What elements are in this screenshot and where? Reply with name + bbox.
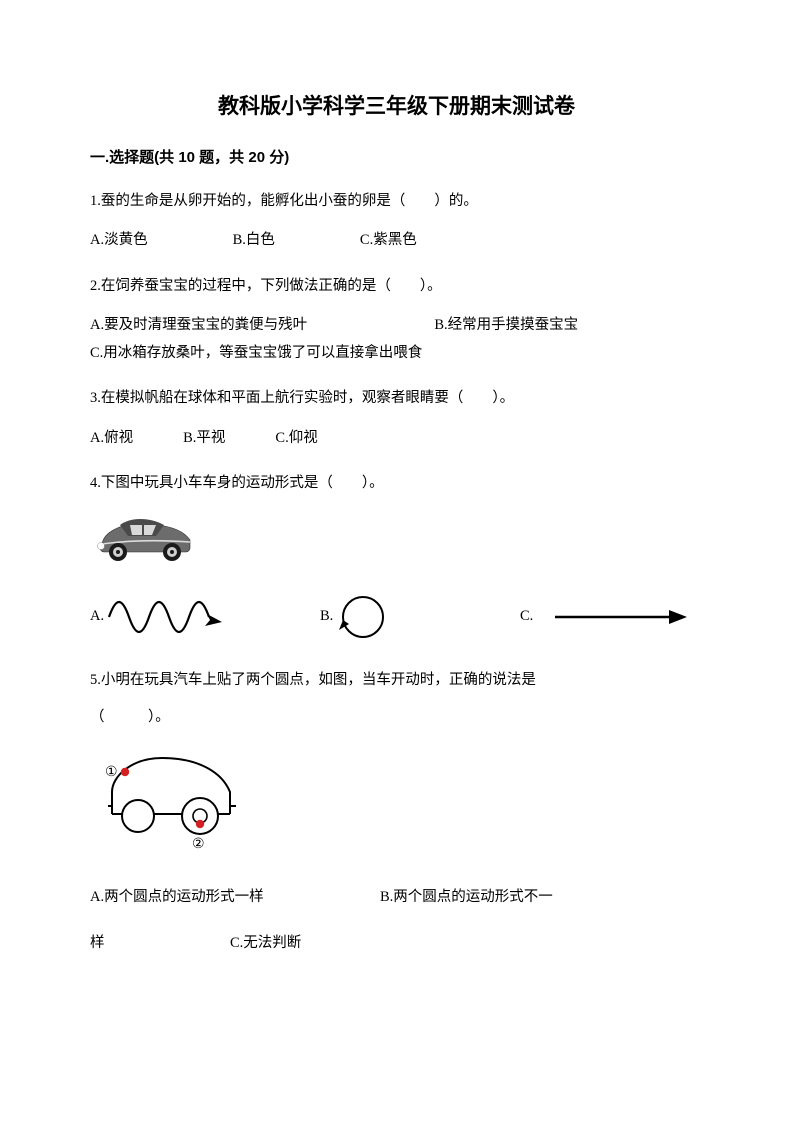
circle-motion-icon [333,590,393,645]
q1-opt-a: A.淡黄色 [90,227,148,255]
q5-opt-b-part2: 样 [90,930,230,958]
car-icon [90,510,200,565]
q1-options: A.淡黄色 B.白色 C.紫黑色 [90,227,703,255]
q4-options: A. B. C. [90,590,703,645]
straight-motion-icon [551,602,691,632]
q3-text: 3.在模拟帆船在球体和平面上航行实验时，观察者眼睛要（ ）。 [90,385,703,413]
section-header: 一.选择题(共 10 题，共 20 分) [90,146,703,170]
q4-opt-a: A. [90,592,320,642]
q4-opt-c-label: C. [520,603,533,631]
q1-opt-b: B.白色 [233,227,275,255]
question-3: 3.在模拟帆船在球体和平面上航行实验时，观察者眼睛要（ ）。 A.俯视 B.平视… [90,385,703,452]
q4-opt-c: C. [520,602,691,632]
spacer [133,425,183,453]
q4-opt-b: B. [320,590,520,645]
svg-text:②: ② [192,837,205,852]
q4-opt-b-label: B. [320,603,333,631]
question-1: 1.蚕的生命是从卵开始的，能孵化出小蚕的卵是（ ）的。 A.淡黄色 B.白色 C… [90,188,703,255]
q1-opt-c: C.紫黑色 [360,227,417,255]
q5-opt-a: A.两个圆点的运动形式一样 [90,884,380,912]
toy-car-dots-figure: ① ② [90,736,703,867]
q4-text: 4.下图中玩具小车车身的运动形式是（ ）。 [90,470,703,498]
q4-opt-a-label: A. [90,603,104,631]
question-5: 5.小明在玩具汽车上贴了两个圆点，如图，当车开动时，正确的说法是 （ ）。 ① [90,667,703,958]
q3-opt-b: B.平视 [183,425,225,453]
section-count: (共 10 题，共 20 分) [154,149,289,166]
section-label: 一.选择题 [90,149,154,166]
car-outline-icon: ① ② [90,736,270,856]
svg-text:①: ① [105,765,118,780]
question-2: 2.在饲养蚕宝宝的过程中，下列做法正确的是（ ）。 A.要及时清理蚕宝宝的粪便与… [90,273,703,368]
q2-opt-c: C.用冰箱存放桑叶，等蚕宝宝饿了可以直接拿出喂食 [90,340,422,368]
q1-text: 1.蚕的生命是从卵开始的，能孵化出小蚕的卵是（ ）的。 [90,188,703,216]
q5-text-line2: （ ）。 [90,704,703,732]
q5-text-line1: 5.小明在玩具汽车上贴了两个圆点，如图，当车开动时，正确的说法是 [90,667,703,695]
q5-opt-c: C.无法判断 [230,930,301,958]
q5-opt-b-part1: B.两个圆点的运动形式不一 [380,884,553,912]
q2-opt-b: B.经常用手摸摸蚕宝宝 [434,312,578,340]
q3-opt-a: A.俯视 [90,425,133,453]
q3-opt-c: C.仰视 [275,425,317,453]
q5-text: 5.小明在玩具汽车上贴了两个圆点，如图，当车开动时，正确的说法是 （ ）。 [90,667,703,732]
wave-motion-icon [104,592,234,642]
spacer [225,425,275,453]
toy-car-figure [90,510,703,576]
q5-options: A.两个圆点的运动形式一样 B.两个圆点的运动形式不一 样 C.无法判断 [90,884,703,957]
spacer [275,227,360,255]
q2-text: 2.在饲养蚕宝宝的过程中，下列做法正确的是（ ）。 [90,273,703,301]
question-4: 4.下图中玩具小车车身的运动形式是（ ）。 A. [90,470,703,644]
q3-options: A.俯视 B.平视 C.仰视 [90,425,703,453]
q2-opt-a: A.要及时清理蚕宝宝的粪便与残叶 [90,312,307,340]
page-title: 教科版小学科学三年级下册期末测试卷 [90,90,703,124]
q2-options: A.要及时清理蚕宝宝的粪便与残叶 B.经常用手摸摸蚕宝宝 C.用冰箱存放桑叶，等… [90,312,703,367]
spacer [148,227,233,255]
